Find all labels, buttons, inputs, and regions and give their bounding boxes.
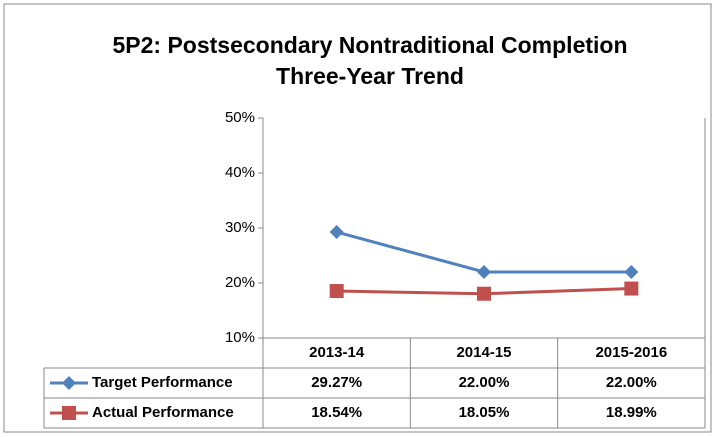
x-tick-label: 2013-14 xyxy=(309,344,365,361)
chart-border xyxy=(3,3,712,433)
marker xyxy=(624,265,639,279)
marker xyxy=(477,265,491,279)
table-value: 22.00% xyxy=(606,374,657,391)
x-tick-label: 2014-15 xyxy=(456,344,511,361)
table-value: 22.00% xyxy=(459,374,510,391)
y-tick-label: 40% xyxy=(225,164,255,181)
y-tick-label: 50% xyxy=(225,109,255,126)
marker xyxy=(329,225,344,240)
marker xyxy=(62,376,76,390)
x-tick-label: 2015-2016 xyxy=(595,344,667,361)
chart-subtitle: Three-Year Trend xyxy=(276,63,464,89)
marker xyxy=(62,406,76,420)
table-value: 29.27% xyxy=(311,374,362,391)
marker xyxy=(329,284,344,299)
legend-label: Actual Performance xyxy=(92,404,234,421)
marker xyxy=(477,286,491,301)
chart-title: 5P2: Postsecondary Nontraditional Comple… xyxy=(112,32,627,58)
table-value: 18.99% xyxy=(606,404,657,421)
legend-label: Target Performance xyxy=(92,374,233,391)
y-tick-label: 30% xyxy=(225,219,255,236)
y-tick-label: 10% xyxy=(225,329,255,346)
marker xyxy=(624,281,639,296)
table-value: 18.54% xyxy=(311,404,362,421)
table-value: 18.05% xyxy=(459,404,510,421)
y-tick-label: 20% xyxy=(225,274,255,291)
